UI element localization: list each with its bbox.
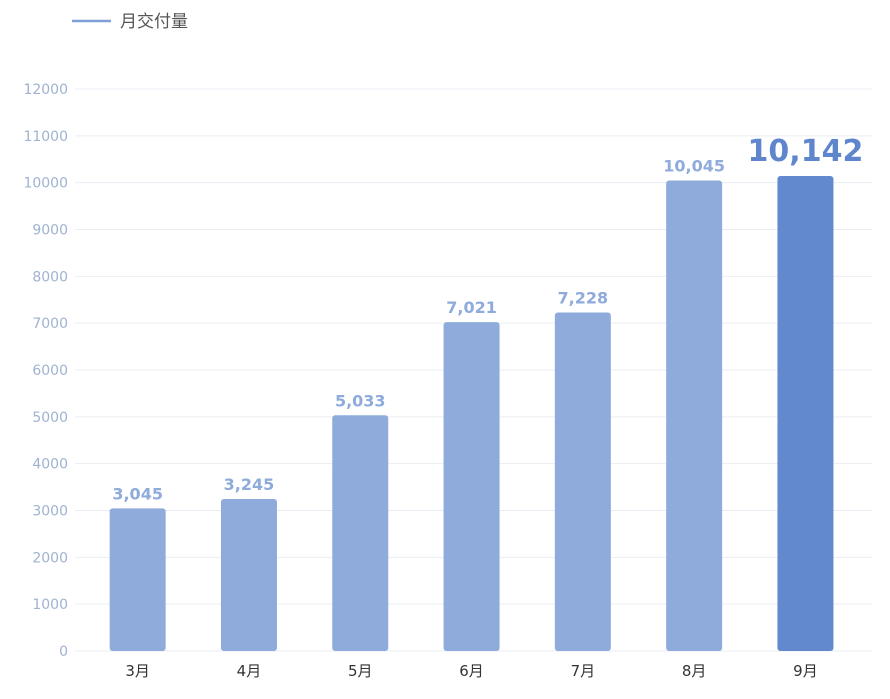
- legend: 月交付量: [72, 12, 188, 32]
- x-tick-label-4: 6月: [459, 662, 484, 680]
- value-label-5: 7,228: [558, 288, 609, 307]
- value-label-6: 10,045: [663, 157, 725, 176]
- bars: [109, 176, 834, 651]
- x-tick-label-2: 4月: [237, 662, 262, 680]
- y-tick-label-3000: 3000: [32, 504, 68, 520]
- y-tick-label-12000: 12000: [23, 82, 68, 98]
- y-tick-label-6000: 6000: [32, 363, 68, 379]
- bar-6: [666, 180, 723, 651]
- bar-1: [109, 508, 166, 651]
- bar-3: [332, 415, 389, 651]
- y-tick-label-10000: 10000: [23, 176, 68, 192]
- y-tick-label-0: 0: [59, 644, 68, 660]
- x-tick-label-1: 3月: [125, 662, 150, 680]
- bar-2: [220, 499, 277, 651]
- y-tick-label-8000: 8000: [32, 269, 68, 285]
- y-tick-label-2000: 2000: [32, 550, 68, 566]
- y-tick-label-7000: 7000: [32, 316, 68, 332]
- x-tick-label-5: 7月: [571, 662, 596, 680]
- bar-7: [777, 176, 834, 651]
- x-tick-label-6: 8月: [682, 662, 707, 680]
- y-tick-label-5000: 5000: [32, 410, 68, 426]
- legend-label: 月交付量: [120, 12, 188, 32]
- y-tick-label-11000: 11000: [23, 129, 68, 145]
- value-labels: 3,045 3,245 5,033 7,021 7,228 10,045 10,142: [112, 134, 863, 503]
- bar-4: [443, 322, 500, 651]
- y-tick-label-4000: 4000: [32, 457, 68, 473]
- y-axis-ticks: 0 1000 2000 3000 4000 5000 6000 7000 8000 9000 100…: [23, 82, 68, 660]
- value-label-3: 5,033: [335, 391, 386, 410]
- y-tick-label-9000: 9000: [32, 223, 68, 239]
- value-label-7: 10,142: [748, 134, 864, 169]
- x-tick-label-3: 5月: [348, 662, 373, 680]
- value-label-1: 3,045: [112, 484, 163, 503]
- x-axis-ticks: 3月 4月 5月 6月 7月 8月 9月: [125, 662, 817, 680]
- y-tick-label-1000: 1000: [32, 597, 68, 613]
- bar-5: [554, 312, 611, 651]
- value-label-4: 7,021: [446, 298, 497, 317]
- value-label-2: 3,245: [224, 475, 275, 494]
- x-tick-label-7: 9月: [793, 662, 818, 680]
